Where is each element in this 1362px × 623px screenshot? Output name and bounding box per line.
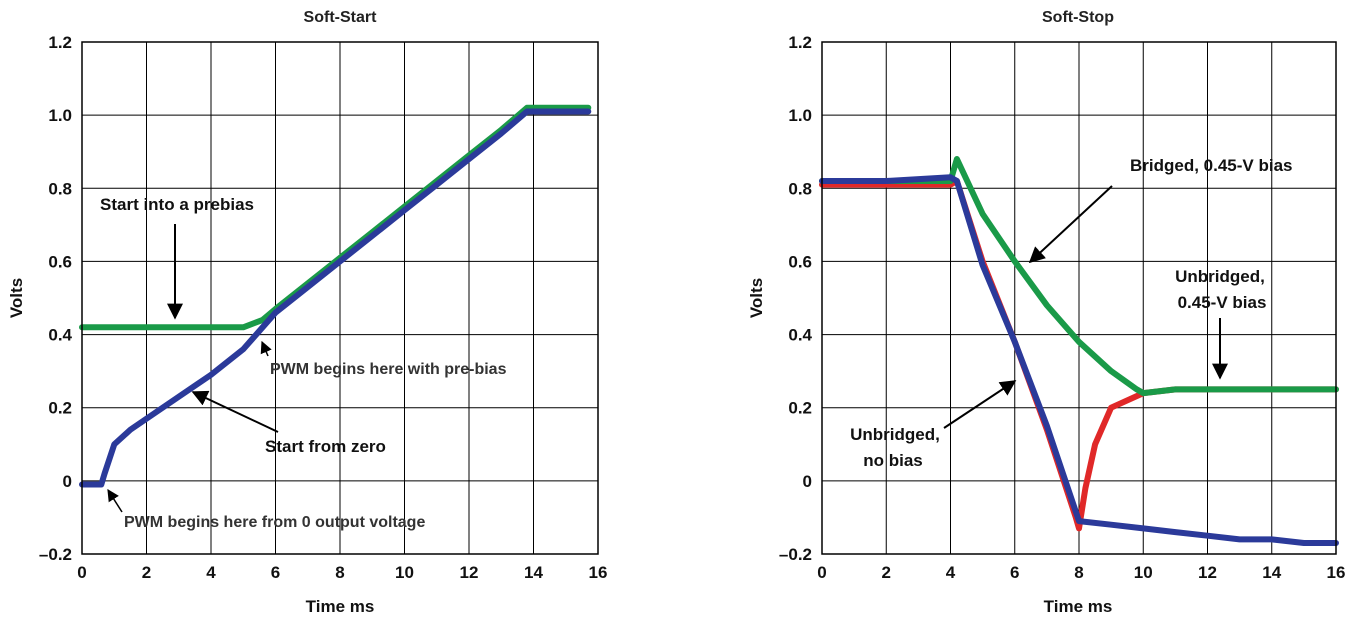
- soft-start-xtick-label: 6: [271, 563, 280, 582]
- soft-start-xtick-label: 8: [335, 563, 344, 582]
- soft-stop-ytick-label: 0: [803, 472, 812, 491]
- soft-stop-xtick-label: 16: [1327, 563, 1346, 582]
- soft-stop-ytick-label: 0.4: [788, 326, 812, 345]
- soft-stop-grid: [822, 42, 1336, 554]
- soft-stop-series-line-2: [819, 174, 1339, 546]
- soft-start-xtick-label: 0: [77, 563, 86, 582]
- soft-start-ytick-label: 0.6: [48, 252, 72, 271]
- soft-stop-series: [819, 156, 1339, 546]
- soft-start-ytick-label: 0.8: [48, 179, 72, 198]
- soft-stop-xtick-label: 4: [946, 563, 956, 582]
- soft-start-ticks: 0 2 4 6 8 10 12 14 16 –0.2 0 0.2 0.4 0.6 0.8 1.0 1.2: [39, 33, 608, 582]
- soft-start-title: Soft-Start: [304, 9, 378, 26]
- annotation-start-zero: Start from zero: [265, 437, 386, 456]
- soft-stop-ticks: 0 2 4 6 8 10 12 14 16 –0.2 0 0.2 0.4 0.6 0.8 1.0 1.2: [779, 33, 1346, 582]
- soft-stop-xtick-label: 6: [1010, 563, 1019, 582]
- soft-start-ytick-label: –0.2: [39, 545, 72, 564]
- soft-stop-ytick-label: 0.6: [788, 252, 812, 271]
- soft-stop-ytick-label: 0.2: [788, 399, 812, 418]
- soft-start-xtick-label: 16: [589, 563, 608, 582]
- arrow-bridged: [1028, 185, 1113, 264]
- soft-start-ylabel: Volts: [7, 278, 26, 318]
- annotation-unbridged-bias-line1: Unbridged,: [1175, 267, 1265, 286]
- soft-stop-xlabel: Time ms: [1044, 597, 1113, 616]
- soft-start-series-line-0: [79, 104, 592, 331]
- soft-stop-ytick-label: 0.8: [788, 179, 812, 198]
- annotation-start-prebias: Start into a prebias: [100, 195, 254, 214]
- soft-start-ytick-label: 1.2: [48, 33, 72, 52]
- soft-start-xtick-label: 10: [395, 563, 414, 582]
- soft-start-series: [79, 104, 592, 488]
- soft-start-xtick-label: 12: [460, 563, 479, 582]
- annotation-pwm-zero: PWM begins here from 0 output voltage: [124, 514, 425, 531]
- soft-stop-xtick-label: 10: [1134, 563, 1153, 582]
- soft-stop-title: Soft-Stop: [1042, 9, 1114, 26]
- soft-start-ytick-label: 0.4: [48, 326, 72, 345]
- soft-start-ytick-label: 0: [63, 472, 72, 491]
- soft-stop-xtick-label: 2: [882, 563, 891, 582]
- arrow-start-zero: [191, 390, 279, 433]
- soft-start-plot-frame: [81, 41, 599, 555]
- soft-stop-ytick-label: –0.2: [779, 545, 812, 564]
- soft-stop-xtick-label: 8: [1074, 563, 1083, 582]
- annotation-unbridged-nobias-line1: Unbridged,: [850, 425, 940, 444]
- soft-start-xtick-label: 4: [206, 563, 216, 582]
- soft-stop-ylabel: Volts: [747, 278, 766, 318]
- soft-stop-ytick-label: 1.0: [788, 106, 812, 125]
- soft-stop-xtick-label: 12: [1198, 563, 1217, 582]
- soft-start-ytick-label: 1.0: [48, 106, 72, 125]
- soft-start-xtick-label: 2: [142, 563, 151, 582]
- soft-start-ytick-label: 0.2: [48, 399, 72, 418]
- soft-start-series-line-1: [79, 108, 592, 488]
- arrow-pwm-zero: [107, 488, 123, 513]
- annotation-unbridged-nobias-line2: no bias: [863, 451, 923, 470]
- annotation-pwm-prebias: PWM begins here with pre-bias: [270, 361, 507, 378]
- soft-start-chart: Soft-Start 0 2 4 6 8 10 12 14 16 –0.2 0 0.2 0.4 0.6 0.…: [7, 9, 607, 616]
- annotation-bridged: Bridged, 0.45-V bias: [1130, 156, 1293, 175]
- arrow-unbridged-nobias: [943, 380, 1017, 429]
- arrow-pwm-prebias: [260, 340, 272, 357]
- soft-stop-ytick-label: 1.2: [788, 33, 812, 52]
- soft-start-xlabel: Time ms: [306, 597, 375, 616]
- soft-stop-series-line-1: [819, 156, 1339, 397]
- soft-stop-chart: Soft-Stop 0 2 4 6 8 10 12 14 16 –0.2 0 0.2 0.4 0.6 0.8…: [747, 9, 1345, 616]
- annotation-unbridged-bias-line2: 0.45-V bias: [1178, 293, 1267, 312]
- soft-stop-plot-frame: [821, 41, 1337, 555]
- soft-stop-xtick-label: 0: [817, 563, 826, 582]
- soft-start-xtick-label: 14: [524, 563, 543, 582]
- soft-start-grid: [82, 42, 598, 554]
- soft-stop-xtick-label: 14: [1262, 563, 1281, 582]
